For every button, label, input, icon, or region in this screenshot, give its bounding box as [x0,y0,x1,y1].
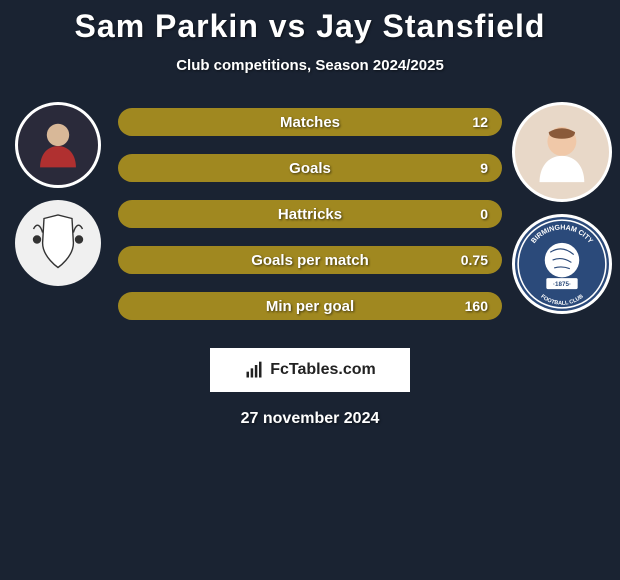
person-icon [30,117,86,173]
player1-avatar [15,102,101,188]
stat-value-right: 9 [480,160,488,176]
main-row: Matches 12 Goals 9 Hattricks 0 Goals per… [0,102,620,320]
crest-icon [23,208,93,278]
subtitle: Club competitions, Season 2024/2025 [0,57,620,74]
stat-bars: Matches 12 Goals 9 Hattricks 0 Goals per… [118,102,502,320]
player2-name: Jay Stansfield [316,8,545,44]
stat-row-goals: Goals 9 [118,154,502,182]
stat-value-right: 12 [472,114,488,130]
stat-label: Hattricks [278,206,342,223]
stat-label: Matches [280,114,340,131]
comparison-card: Sam Parkin vs Jay Stansfield Club compet… [0,0,620,428]
source-logo: FcTables.com [210,348,410,392]
date-text: 27 november 2024 [0,410,620,428]
stat-label: Min per goal [266,298,354,315]
stat-row-gpm: Goals per match 0.75 [118,246,502,274]
player2-crest: BIRMINGHAM CITY FOOTBALL CLUB ·1875· [512,214,612,314]
chart-icon [244,360,264,380]
right-column: BIRMINGHAM CITY FOOTBALL CLUB ·1875· [512,102,612,314]
player1-crest [15,200,101,286]
stat-value-right: 0 [480,206,488,222]
svg-text:·1875·: ·1875· [553,281,571,288]
page-title: Sam Parkin vs Jay Stansfield [0,8,620,45]
person-icon [529,119,595,185]
stat-value-right: 0.75 [461,252,488,268]
vs-text: vs [269,8,307,44]
crest-icon: BIRMINGHAM CITY FOOTBALL CLUB ·1875· [515,217,609,311]
stat-value-right: 160 [465,298,488,314]
player2-avatar [512,102,612,202]
logo-text: FcTables.com [270,361,376,379]
stat-label: Goals per match [251,252,369,269]
stat-row-matches: Matches 12 [118,108,502,136]
stat-row-mpg: Min per goal 160 [118,292,502,320]
stat-row-hattricks: Hattricks 0 [118,200,502,228]
left-column [8,102,108,286]
stat-label: Goals [289,160,331,177]
player1-name: Sam Parkin [75,8,259,44]
